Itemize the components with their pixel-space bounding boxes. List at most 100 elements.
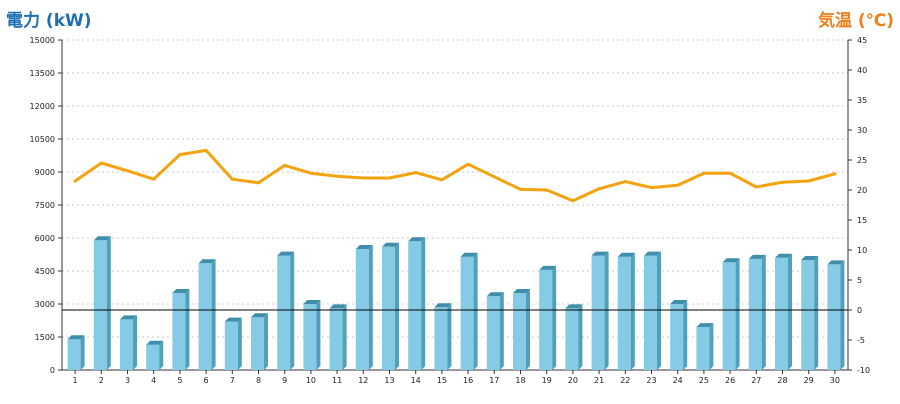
bar-top [93,236,111,241]
x-tick-label: 22 [620,376,630,385]
bar-top [617,252,635,257]
bar [303,304,317,370]
bar-side [735,258,740,370]
temperature-point [309,171,313,175]
bar-top [277,251,295,256]
bar [67,339,81,370]
bar-side [499,292,504,370]
bar-top [565,304,583,309]
bar-top [146,340,164,345]
x-tick-label: 3 [125,376,130,385]
bar-side [473,252,478,370]
bar [827,264,841,370]
x-tick-label: 28 [777,376,787,385]
bar-top [434,303,452,308]
y-axis-right-title: 気温 (℃) [817,11,894,31]
y-left-tick-label: 7500 [35,201,55,210]
bar [591,255,605,370]
bar-side [159,340,164,370]
bar [722,262,736,370]
x-tick-label: 20 [568,376,578,385]
bar-side [526,289,530,370]
y-left-tick-label: 10500 [30,135,55,144]
bar-top [303,300,321,304]
temperature-point [361,176,365,180]
bar-side [133,315,137,370]
bar-side [552,265,557,370]
bar-side [657,251,661,370]
x-tick-label: 4 [151,376,156,385]
bar-side [840,260,845,370]
x-tick-label: 6 [204,376,209,385]
temperature-point [597,187,601,191]
bar-top [120,315,137,320]
bar-side [342,304,347,370]
x-tick-label: 7 [230,376,235,385]
y-right-tick-label: 30 [857,126,867,135]
y-right-tick-label: 15 [857,216,867,225]
bar-side [211,259,216,370]
temperature-point [283,163,287,167]
y-right-tick-label: 5 [857,276,862,285]
bar [617,256,631,370]
bar-side [421,237,426,370]
bar [565,308,579,370]
bar-top [382,242,399,247]
bar-side [185,289,190,370]
bar-side [683,300,688,370]
x-tick-label: 19 [542,376,552,385]
bar [644,255,657,370]
x-tick-label: 11 [332,376,342,385]
y-left-tick-label: 12000 [30,102,55,111]
y-right-tick-label: 45 [857,36,867,45]
temperature-point [73,179,77,183]
x-tick-label: 18 [515,376,525,385]
y-right-tick-label: 20 [857,186,867,195]
bar [277,255,291,370]
y-left-tick-label: 0 [50,366,55,375]
x-tick-label: 15 [437,376,447,385]
bar-top [827,260,845,265]
temperature-point [833,172,837,176]
temperature-point [440,178,444,182]
x-tick-label: 13 [384,376,394,385]
bar-top [591,251,609,256]
temperature-point [152,177,156,181]
bar [251,317,264,370]
temperature-point [99,161,103,165]
y-right-tick-label: 0 [857,306,862,315]
bar-top [486,292,504,297]
bar [198,263,212,370]
temperature-point [414,171,418,175]
x-tick-label: 12 [358,376,368,385]
bar [146,344,160,370]
y-left-tick-label: 3000 [35,300,55,309]
bar-side [264,313,268,370]
x-tick-label: 17 [489,376,499,385]
temperature-line [73,148,837,203]
bar-side [604,251,609,370]
x-tick-label: 21 [594,376,604,385]
y-left-tick-label: 1500 [35,333,55,342]
y-right-tick-label: 10 [857,246,867,255]
x-tick-label: 26 [725,376,735,385]
bar-side [788,253,792,370]
bar-top [644,251,661,256]
temperature-point [466,162,470,166]
temperature-point [781,180,784,184]
bar-top [172,289,190,293]
x-tick-label: 27 [751,376,761,385]
bar-top [329,304,347,309]
temperature-point [623,180,627,184]
bar-side [447,303,452,370]
bar [460,256,474,370]
x-tick-label: 5 [177,376,182,385]
bar [696,327,710,370]
x-tick-label: 9 [282,376,287,385]
temperature-point [519,187,522,191]
bar-top [408,237,426,242]
temperature-point [492,175,496,179]
bar [775,257,788,370]
x-tick-label: 23 [646,376,656,385]
